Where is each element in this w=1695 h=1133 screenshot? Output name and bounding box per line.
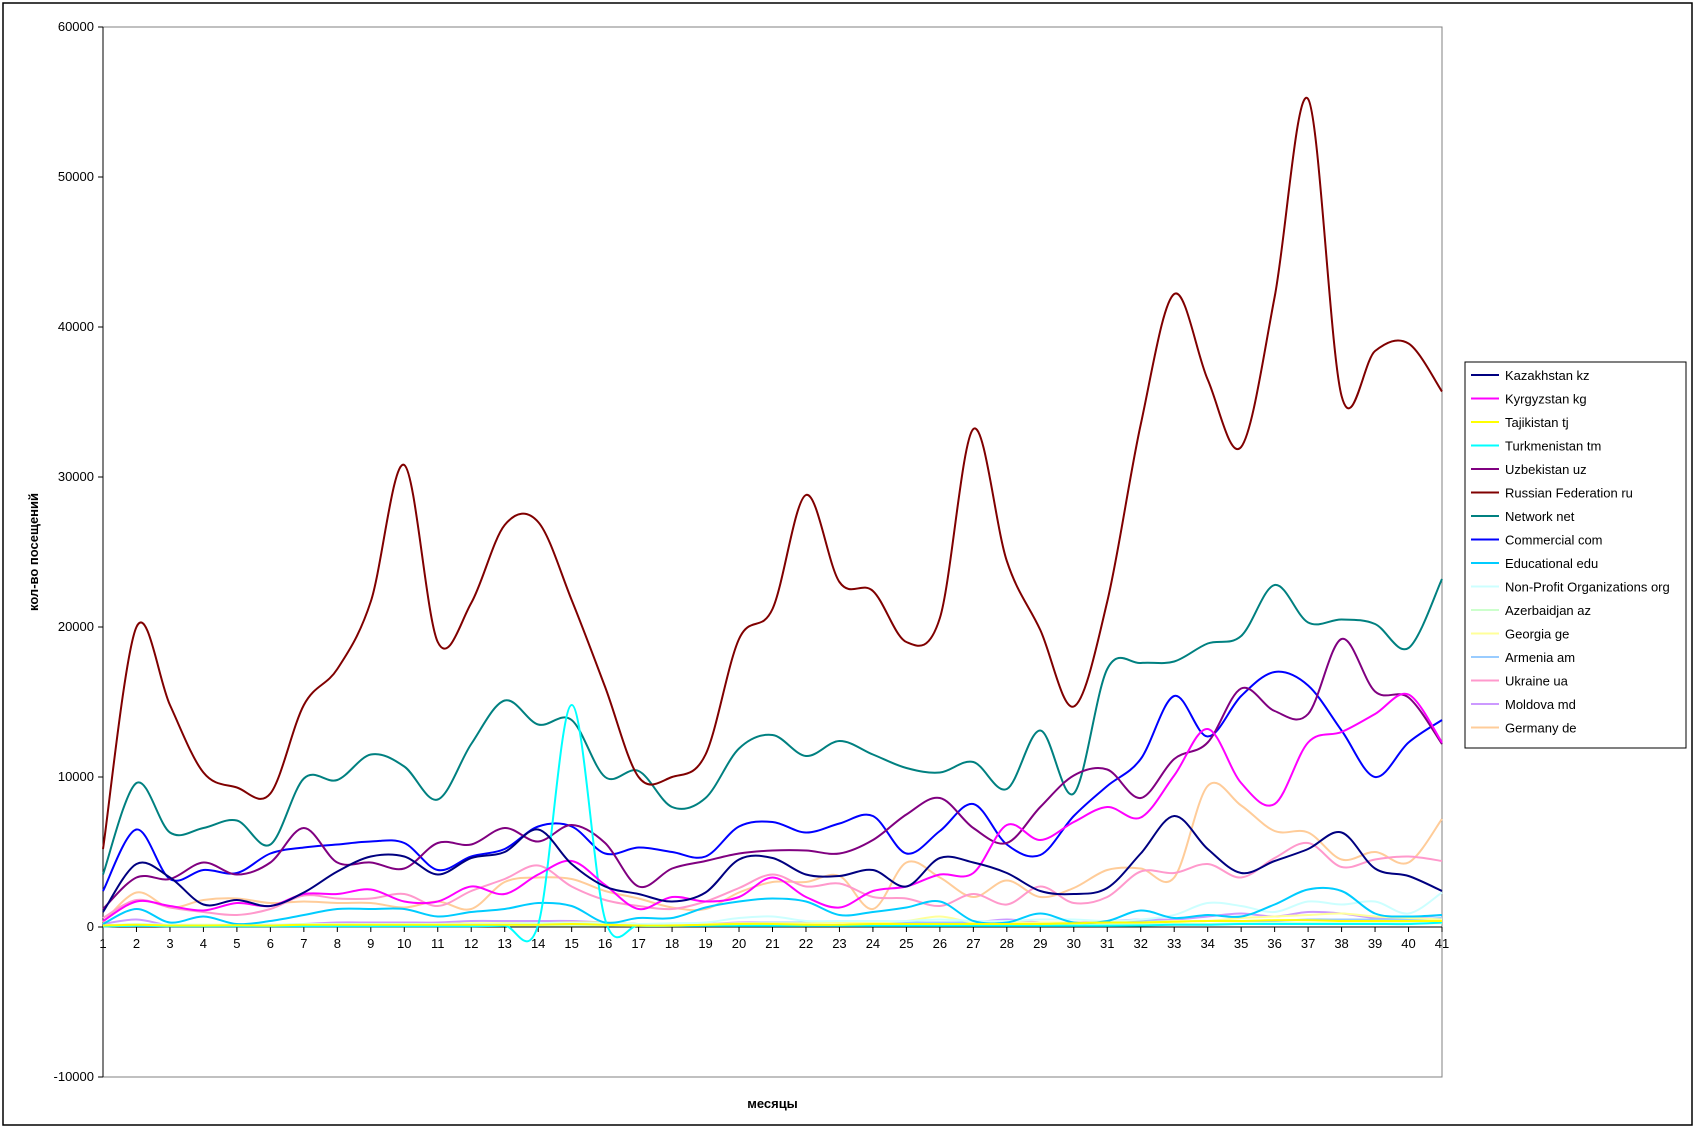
x-tick-label: 34 bbox=[1200, 936, 1214, 951]
x-tick-label: 41 bbox=[1435, 936, 1449, 951]
x-tick-label: 13 bbox=[497, 936, 511, 951]
legend-label-ukraine-ua: Ukraine ua bbox=[1505, 674, 1569, 689]
series-layer bbox=[102, 96, 1443, 943]
x-tick-label: 16 bbox=[598, 936, 612, 951]
x-tick-label: 31 bbox=[1100, 936, 1114, 951]
x-tick-label: 1 bbox=[99, 936, 106, 951]
x-tick-label: 22 bbox=[799, 936, 813, 951]
legend-box bbox=[1464, 361, 1687, 749]
x-tick-label: 18 bbox=[665, 936, 679, 951]
x-tick-label: 17 bbox=[631, 936, 645, 951]
x-tick-label: 40 bbox=[1401, 936, 1415, 951]
legend-label-educational-edu: Educational edu bbox=[1505, 556, 1598, 571]
x-tick-label: 3 bbox=[166, 936, 173, 951]
x-tick-label: 23 bbox=[832, 936, 846, 951]
x-tick-label: 26 bbox=[933, 936, 947, 951]
legend-label-tajikistan-tj: Tajikistan tj bbox=[1505, 415, 1569, 430]
y-tick-label: 20000 bbox=[58, 619, 94, 634]
series-line-uzbekistan-uz bbox=[102, 637, 1443, 910]
series-line-turkmenistan-tm bbox=[102, 703, 1443, 943]
y-axis-label: кол-во посещений bbox=[26, 493, 41, 611]
y-tick-label: 40000 bbox=[58, 319, 94, 334]
x-tick-label: 36 bbox=[1267, 936, 1281, 951]
x-tick-label: 19 bbox=[698, 936, 712, 951]
x-tick-label: 15 bbox=[564, 936, 578, 951]
y-tick-label: 0 bbox=[87, 919, 94, 934]
series-line-ukraine-ua bbox=[102, 841, 1443, 919]
y-tick-label: 10000 bbox=[58, 769, 94, 784]
x-tick-label: 10 bbox=[397, 936, 411, 951]
legend-label-non-profit-organizations-org: Non-Profit Organizations org bbox=[1505, 580, 1670, 595]
x-tick-label: 29 bbox=[1033, 936, 1047, 951]
x-tick-label: 33 bbox=[1167, 936, 1181, 951]
x-tick-label: 27 bbox=[966, 936, 980, 951]
series-line-network-net bbox=[102, 578, 1443, 875]
x-tick-label: 25 bbox=[899, 936, 913, 951]
series-line-tajikistan-tj bbox=[102, 919, 1442, 927]
legend-label-russian-federation-ru: Russian Federation ru bbox=[1505, 486, 1633, 501]
x-tick-label: 28 bbox=[1000, 936, 1014, 951]
legend-label-georgia-ge: Georgia ge bbox=[1505, 627, 1569, 642]
series-line-educational-edu bbox=[102, 886, 1443, 926]
legend-label-germany-de: Germany de bbox=[1505, 721, 1577, 736]
plot-area bbox=[102, 26, 1443, 1078]
y-tick-label: 60000 bbox=[58, 19, 94, 34]
y-axis: -10000 0 10000 20000 30000 40000 50000 60000 bbox=[54, 19, 104, 1084]
x-tick-label: 9 bbox=[367, 936, 374, 951]
x-tick-label: 38 bbox=[1334, 936, 1348, 951]
legend-label-commercial-com: Commercial com bbox=[1505, 533, 1603, 548]
legend-label-kyrgyzstan-kg: Kyrgyzstan kg bbox=[1505, 392, 1587, 407]
series-line-russian-federation-ru bbox=[102, 96, 1443, 850]
legend-label-moldova-md: Moldova md bbox=[1505, 697, 1576, 712]
legend-label-armenia-am: Armenia am bbox=[1505, 650, 1575, 665]
legend-label-turkmenistan-tm: Turkmenistan tm bbox=[1505, 439, 1601, 454]
legend-label-azerbaidjan-az: Azerbaidjan az bbox=[1505, 603, 1591, 618]
x-tick-label: 21 bbox=[765, 936, 779, 951]
legend-label-kazakhstan-kz: Kazakhstan kz bbox=[1505, 368, 1590, 383]
x-tick-label: 30 bbox=[1067, 936, 1081, 951]
x-tick-label: 32 bbox=[1133, 936, 1147, 951]
legend: Kazakhstan kz Kyrgyzstan kg Tajikistan tj T… bbox=[1464, 361, 1687, 749]
x-tick-label: 20 bbox=[732, 936, 746, 951]
y-tick-label: 50000 bbox=[58, 169, 94, 184]
series-line-kyrgyzstan-kg bbox=[102, 692, 1443, 922]
x-tick-label: 5 bbox=[233, 936, 240, 951]
x-tick-label: 7 bbox=[300, 936, 307, 951]
x-tick-label: 8 bbox=[334, 936, 341, 951]
series-line-kazakhstan-kz bbox=[102, 814, 1443, 913]
x-tick-label: 14 bbox=[531, 936, 545, 951]
x-tick-label: 24 bbox=[866, 936, 880, 951]
x-axis: 1 2 3 4 5 6 7 8 9 10 11 12 13 14 15 16 17 18 19 20 21 22 23 24 2… bbox=[99, 926, 1449, 951]
x-axis-label: месяцы bbox=[747, 1096, 798, 1111]
legend-label-uzbekistan-uz: Uzbekistan uz bbox=[1505, 462, 1587, 477]
x-tick-label: 11 bbox=[431, 936, 445, 951]
x-tick-label: 2 bbox=[133, 936, 140, 951]
y-tick-label: 30000 bbox=[58, 469, 94, 484]
x-tick-label: 12 bbox=[464, 936, 478, 951]
y-tick-label: -10000 bbox=[54, 1069, 94, 1084]
x-tick-label: 37 bbox=[1301, 936, 1315, 951]
x-tick-label: 39 bbox=[1368, 936, 1382, 951]
legend-label-network-net: Network net bbox=[1505, 509, 1575, 524]
series-line-germany-de bbox=[102, 781, 1443, 924]
x-tick-label: 6 bbox=[267, 936, 274, 951]
x-tick-label: 35 bbox=[1234, 936, 1248, 951]
x-tick-label: 4 bbox=[200, 936, 207, 951]
